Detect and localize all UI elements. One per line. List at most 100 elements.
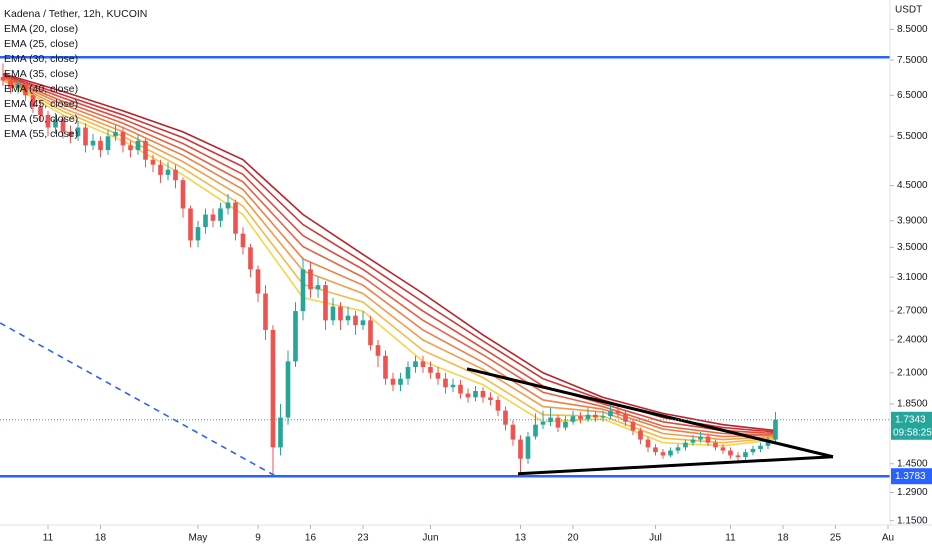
candle-body — [675, 447, 681, 451]
candle-body — [608, 410, 613, 417]
candle-body — [225, 202, 231, 209]
y-tick-label: 1.8500 — [897, 399, 928, 410]
candle-body — [480, 390, 486, 398]
legend-entry: EMA (45, close) — [4, 98, 78, 110]
candle-body — [323, 285, 328, 321]
candle-body — [203, 214, 208, 228]
candle-body — [83, 127, 88, 146]
candle-body — [683, 442, 688, 448]
candle-body — [0, 77, 6, 81]
x-tick-label: 18 — [777, 533, 789, 544]
candle-body — [293, 311, 298, 362]
ema-line — [2, 79, 776, 447]
legend-entry: EMA (30, close) — [4, 53, 78, 65]
x-tick-label: 13 — [515, 533, 527, 544]
candle-body — [315, 285, 321, 290]
candle-body — [758, 445, 763, 449]
ema-line — [2, 76, 776, 438]
candle-body — [278, 417, 283, 448]
x-tick-label: May — [189, 533, 208, 544]
candle-body — [390, 378, 396, 385]
legend-entry: EMA (20, close) — [4, 23, 78, 35]
x-tick-label: 18 — [95, 533, 107, 544]
candle-body — [660, 452, 666, 456]
candle-body — [338, 306, 343, 321]
candle-body — [555, 417, 561, 428]
candle-body — [360, 320, 366, 326]
candle-body — [53, 119, 58, 128]
y-tick-label: 3.5000 — [897, 242, 928, 253]
candle-body — [113, 131, 118, 137]
candle-body — [45, 114, 51, 128]
candle-body — [15, 84, 21, 88]
y-unit: USDT — [895, 5, 922, 16]
y-tick-label: 5.5000 — [897, 131, 928, 142]
candle-body — [690, 439, 696, 443]
candle-body — [23, 84, 28, 96]
candle-body — [180, 180, 186, 209]
trend-line — [517, 455, 834, 476]
candle-body — [518, 439, 523, 459]
x-tick-label: 11 — [43, 533, 54, 544]
trend-line — [466, 367, 834, 459]
candle-body — [510, 424, 516, 440]
candle-body — [38, 106, 43, 115]
candle-body — [533, 424, 538, 437]
candle-body — [210, 214, 216, 221]
legend-entry: EMA (25, close) — [4, 38, 78, 50]
candle-body — [540, 421, 546, 425]
candle-body — [563, 421, 568, 428]
x-tick-label: 25 — [830, 533, 842, 544]
candle-body — [630, 421, 636, 431]
candle-body — [270, 329, 276, 448]
y-tick-label: 2.7000 — [897, 306, 928, 317]
candle-body — [750, 448, 756, 453]
candle-body — [645, 439, 651, 448]
x-tick-label: Jun — [422, 533, 438, 544]
candle-body — [188, 208, 193, 241]
legend-entry: EMA (55, close) — [4, 128, 78, 140]
trend-line — [0, 322, 276, 477]
candle-body — [458, 384, 463, 394]
y-tick-label: 1.2900 — [897, 487, 928, 498]
legend-entry: EMA (50, close) — [4, 113, 78, 125]
candle-body — [158, 164, 163, 175]
candle-body — [398, 378, 403, 385]
candle-body — [525, 436, 531, 459]
candle-body — [593, 414, 598, 418]
ema-line — [2, 77, 776, 441]
x-tick-label: Jul — [649, 533, 662, 544]
candle-body — [383, 355, 388, 379]
axes: 8.5000 7.5000 6.5000 5.5000 4.5000 3.9000 3.50… — [43, 24, 932, 544]
candle-body — [578, 416, 583, 419]
legend-entry: EMA (40, close) — [4, 83, 78, 95]
candle-body — [705, 436, 711, 443]
y-tick-label: 3.1000 — [897, 272, 928, 283]
candle-body — [420, 361, 426, 368]
x-tick-label: 23 — [357, 533, 369, 544]
candle-body — [285, 361, 291, 418]
candle-body — [240, 233, 246, 248]
ema-line — [2, 72, 776, 432]
y-tick-label: 1.1500 — [897, 515, 928, 526]
candle-body — [450, 384, 456, 388]
candle-body — [150, 159, 156, 165]
candle-body — [218, 208, 223, 221]
candle-body — [668, 450, 673, 456]
candle-body — [773, 419, 778, 440]
candle-body — [248, 247, 253, 270]
candle-body — [548, 417, 553, 422]
candle-body — [488, 397, 493, 400]
legend-entry: EMA (35, close) — [4, 68, 78, 80]
candle-body — [330, 306, 336, 321]
x-tick-label: 11 — [725, 533, 736, 544]
candle-body — [735, 455, 741, 458]
candle-body — [698, 436, 703, 440]
candle-body — [255, 269, 261, 294]
candle-body — [428, 367, 433, 373]
candle-body — [300, 269, 306, 312]
y-tick-label: 6.5000 — [897, 90, 928, 101]
candle-body — [495, 399, 501, 411]
